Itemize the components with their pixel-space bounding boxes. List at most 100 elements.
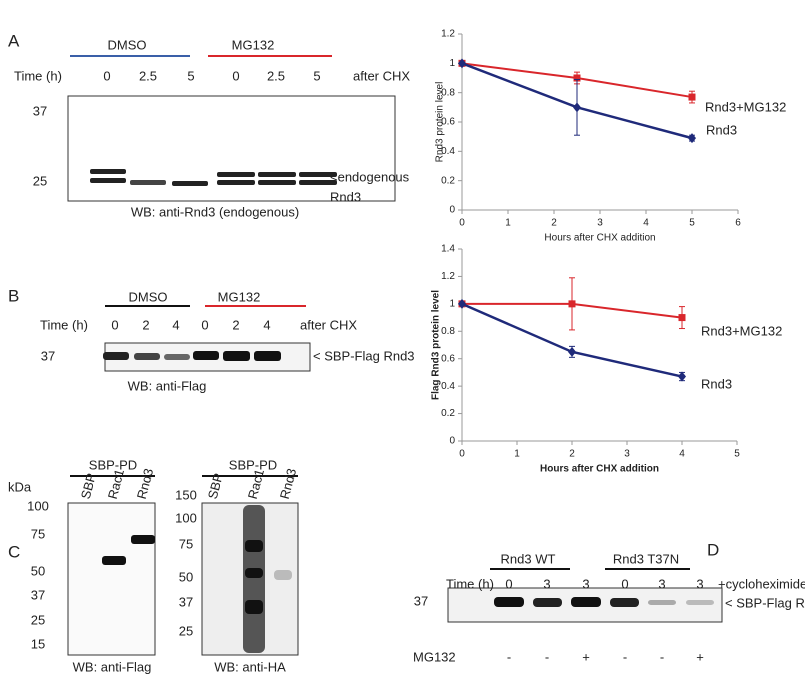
drug-sign: - <box>507 649 511 664</box>
lane-label: 5 <box>187 68 194 83</box>
lane-label: 2.5 <box>139 68 157 83</box>
blot-caption: WB: anti-Flag <box>128 378 207 393</box>
size-marker: 100 <box>175 510 197 525</box>
lane-label: 2 <box>232 317 239 332</box>
y-tick-label: 1 <box>449 298 455 309</box>
group-label: Rnd3 T37N <box>613 551 679 566</box>
lane-label: 0 <box>505 576 512 591</box>
lane-label: SBP <box>205 472 226 501</box>
y-tick-label: 0 <box>449 436 455 447</box>
series-label: Rnd3 <box>701 376 732 391</box>
panel-letter: B <box>8 286 19 305</box>
size-marker: 37 <box>31 587 45 602</box>
lane-label: 4 <box>172 317 179 332</box>
series-label: Rnd3+MG132 <box>701 323 782 338</box>
bands-d <box>494 597 714 607</box>
lane-label: Rnd3 <box>277 467 300 501</box>
y-tick-label: 0 <box>449 205 455 216</box>
marker <box>568 300 576 308</box>
y-tick-label: 0.6 <box>441 117 455 128</box>
treatment-label: after CHX <box>353 68 410 83</box>
y-axis-label: Rnd3 protein level <box>435 82 446 163</box>
unit-label: kDa <box>8 479 32 494</box>
x-tick-label: 0 <box>459 449 465 460</box>
size-marker: 37 <box>414 593 428 608</box>
marker <box>568 346 576 357</box>
blot-caption: WB: anti-Flag <box>73 659 152 674</box>
marker <box>458 298 466 309</box>
y-tick-label: 1.2 <box>441 271 455 282</box>
lane-label: 4 <box>263 317 270 332</box>
drug-label: MG132 <box>413 649 456 664</box>
size-marker: 37 <box>33 103 47 118</box>
x-tick-label: 2 <box>569 449 575 460</box>
group-label: SBP-PD <box>89 457 137 472</box>
lane-label: 5 <box>313 68 320 83</box>
y-tick-label: 0.4 <box>441 146 455 157</box>
lane-label: 0 <box>201 317 208 332</box>
drug-sign: - <box>623 649 627 664</box>
size-marker: 25 <box>33 173 47 188</box>
bands-b <box>103 351 281 361</box>
size-marker: 37 <box>179 594 193 609</box>
x-tick-label: 3 <box>624 449 630 460</box>
y-tick-label: 0.4 <box>441 381 455 392</box>
x-tick-label: 0 <box>459 218 465 229</box>
x-tick-label: 5 <box>689 218 695 229</box>
x-tick-label: 1 <box>505 218 511 229</box>
blot-c1 <box>67 502 156 656</box>
time-label: Time (h) <box>40 317 88 332</box>
size-marker: 25 <box>179 623 193 638</box>
x-tick-label: 4 <box>643 218 649 229</box>
blot-a <box>67 95 396 202</box>
lane-label: 2.5 <box>267 68 285 83</box>
series-label: Rnd3+MG132 <box>705 99 786 114</box>
marker <box>678 314 686 322</box>
x-axis-label: Hours after CHX addition <box>544 233 655 244</box>
lane-label: 2 <box>142 317 149 332</box>
group-label: DMSO <box>129 289 168 304</box>
treatment-label: +cycloheximide <box>718 576 805 591</box>
series-label: Rnd3 <box>706 122 737 137</box>
lane-label: SBP <box>78 472 99 501</box>
marker <box>678 371 686 382</box>
y-tick-label: 0.6 <box>441 353 455 364</box>
drug-sign: - <box>660 649 664 664</box>
y-tick-label: 1 <box>449 58 455 69</box>
group-label: SBP-PD <box>229 457 277 472</box>
size-marker: 37 <box>41 348 55 363</box>
x-axis-label: Hours after CHX addition <box>540 464 659 475</box>
band-label: < SBP-Flag Rnd3 <box>725 595 805 610</box>
y-tick-label: 1.4 <box>441 244 455 255</box>
lane-label: Rac1 <box>245 467 267 500</box>
size-marker: 50 <box>31 563 45 578</box>
y-tick-label: 0.8 <box>441 326 455 337</box>
lane-label: 0 <box>232 68 239 83</box>
lane-label: 3 <box>543 576 550 591</box>
drug-sign: - <box>545 649 549 664</box>
x-tick-label: 2 <box>551 218 557 229</box>
drug-sign: + <box>696 649 704 664</box>
lane-label: Rac1 <box>105 467 127 500</box>
blot-caption: WB: anti-Rnd3 (endogenous) <box>131 204 299 219</box>
group-label: MG132 <box>218 289 261 304</box>
y-tick-label: 0.2 <box>441 408 455 419</box>
lane-label: 3 <box>582 576 589 591</box>
marker <box>458 58 466 69</box>
size-marker: 50 <box>179 569 193 584</box>
bands-c <box>102 505 292 653</box>
panel-letter: A <box>8 31 20 50</box>
group-label: MG132 <box>232 37 275 52</box>
lane-label: 0 <box>111 317 118 332</box>
size-marker: 75 <box>179 536 193 551</box>
x-tick-label: 1 <box>514 449 520 460</box>
time-label: Time (h) <box>14 68 62 83</box>
size-marker: 100 <box>27 498 49 513</box>
band-label: <endogenous <box>330 169 410 184</box>
x-tick-label: 5 <box>734 449 740 460</box>
y-tick-label: 0.8 <box>441 87 455 98</box>
y-tick-label: 1.2 <box>441 29 455 40</box>
time-label: Time (h) <box>446 576 494 591</box>
marker <box>688 133 696 144</box>
marker <box>573 102 581 113</box>
